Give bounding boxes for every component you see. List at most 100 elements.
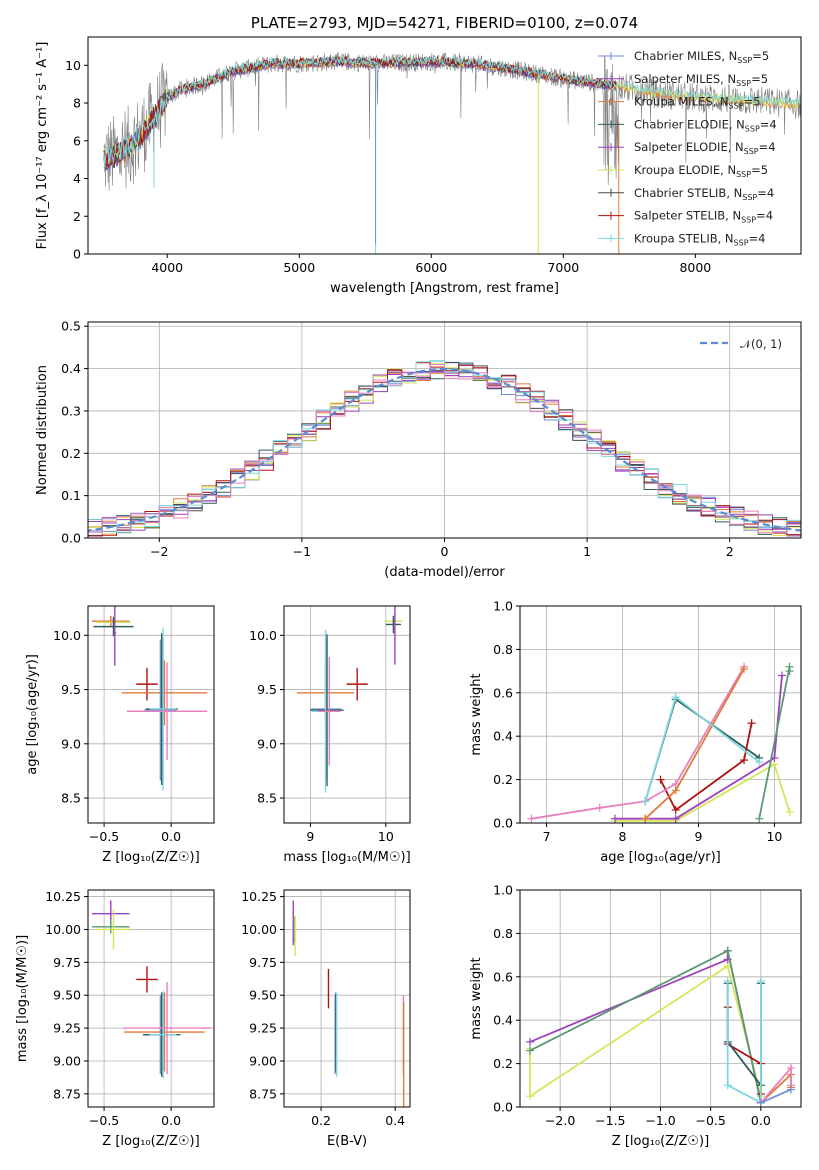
- y-tick-label: 0.8: [493, 926, 513, 941]
- y-tick-label: 4: [73, 171, 81, 186]
- mass-weight-line: [659, 723, 753, 812]
- mass_weight_vs_age-data: [527, 662, 794, 823]
- mass-weight-line: [644, 697, 760, 802]
- x-tick-label: 6000: [415, 260, 447, 275]
- x-tick-label: 9: [306, 829, 314, 844]
- y-axis-label: mass weight: [469, 957, 484, 1039]
- axes-age_vs_z: −0.5 0.0 8.5 9.0 9.5 10.0 Z [log₁₀(Z/Z☉)] age […: [25, 606, 214, 865]
- x-axis-label: E(B-V): [327, 1134, 367, 1149]
- legend-sub: SSP: [736, 170, 751, 179]
- y-tick-label: 0.0: [493, 1100, 513, 1115]
- y-tick-label: 0.2: [493, 1056, 513, 1071]
- x-tick-label: 0.4: [385, 1113, 405, 1128]
- legend-suffix: =4: [760, 117, 777, 131]
- y-tick-label: 10.0: [249, 628, 277, 643]
- legend-suffix: =5: [751, 72, 768, 86]
- y-tick-label: 0.0: [493, 816, 513, 831]
- legend-entry: Kroupa MILES, NSSP=5: [634, 95, 760, 111]
- y-tick-label: 9.25: [53, 1021, 81, 1036]
- legend-sub: SSP: [737, 56, 752, 65]
- errorbar: [136, 667, 158, 701]
- y-tick-label: 0.4: [493, 1013, 513, 1028]
- y-tick-label: 0.5: [61, 319, 81, 334]
- axes-mass_vs_ebv: 0.2 0.4 8.75 9.00 9.25 9.50 9.75 10.00 10.25 E(B-…: [241, 889, 410, 1149]
- normal-curve: [88, 367, 801, 532]
- errorbar: [94, 909, 133, 950]
- errorbar: [113, 606, 117, 666]
- errorbar: [394, 606, 396, 665]
- x-tick-label: 2: [726, 544, 734, 559]
- legend-sub: SSP: [741, 216, 756, 225]
- mass_vs_ebv-frame: [283, 889, 411, 1108]
- x-tick-label: −2.0: [545, 1113, 575, 1128]
- x-axis-label: (data-model)/error: [384, 565, 505, 580]
- errorbar: [126, 662, 208, 761]
- errorbar: [92, 920, 130, 934]
- legend-suffix: =4: [757, 186, 774, 200]
- y-tick-label: 0.4: [61, 361, 81, 376]
- legend-entry: Salpeter ELODIE, NSSP=4: [634, 140, 776, 156]
- y-tick-label: 6: [73, 133, 81, 148]
- y-tick-label: 8.75: [249, 1086, 277, 1101]
- y-tick-label: 0.8: [493, 642, 513, 657]
- y-tick-label: 10.25: [241, 889, 277, 904]
- axes-mass_vs_z: −0.5 0.0 8.75 9.00 9.25 9.50 9.75 10.00 10.25 Z […: [15, 889, 214, 1149]
- y-tick-label: 9.25: [249, 1021, 277, 1036]
- y-tick-label: 9.75: [53, 955, 81, 970]
- age_vs_mass-frame: [283, 605, 411, 824]
- y-tick-label: 9.75: [249, 955, 277, 970]
- x-tick-label: −1: [293, 544, 311, 559]
- age_vs_z-data: [92, 606, 208, 791]
- residual-frame: [87, 321, 802, 539]
- errorbar: [136, 966, 158, 993]
- y-tick-label: 0.6: [493, 969, 513, 984]
- y-tick-label: 9.5: [61, 682, 81, 697]
- y-axis-label: mass weight: [469, 673, 484, 755]
- age_vs_mass-data: [296, 606, 403, 793]
- x-tick-label: −1.0: [645, 1113, 675, 1128]
- errorbar: [93, 616, 134, 637]
- errorbar: [346, 667, 368, 701]
- x-tick-label: −1.5: [595, 1113, 625, 1128]
- errorbar: [124, 992, 205, 1072]
- residual-data: [88, 360, 801, 537]
- legend-label: Kroupa ELODIE, N: [634, 163, 736, 177]
- x-tick-label: −0.5: [695, 1113, 725, 1128]
- model-spectrum: [103, 55, 617, 168]
- y-tick-label: 0.0: [61, 531, 81, 546]
- legend-sub: SSP: [742, 193, 757, 202]
- spectrum-frame: [87, 36, 802, 255]
- y-tick-label: 0.6: [493, 685, 513, 700]
- x-tick-label: 9: [694, 829, 702, 844]
- mass_vs_z-data: [92, 900, 212, 1079]
- mass_vs_ebv-data: [292, 900, 405, 1107]
- spectrum-data: [103, 51, 801, 254]
- y-tick-label: 10.0: [53, 628, 81, 643]
- errorbar: [121, 660, 208, 726]
- errorbar: [144, 639, 177, 781]
- x-tick-label: 1: [583, 544, 591, 559]
- legend-label: Kroupa MILES, N: [634, 95, 729, 109]
- mass-weight-line: [644, 695, 760, 802]
- y-tick-label: 0.3: [61, 403, 81, 418]
- y-tick-label: 0.2: [493, 772, 513, 787]
- y-tick-label: 8.5: [61, 791, 81, 806]
- x-tick-label: 7: [543, 829, 551, 844]
- y-tick-label: 1.0: [493, 599, 513, 614]
- y-tick-label: 9.00: [249, 1053, 277, 1068]
- y-tick-label: 9.50: [249, 988, 277, 1003]
- x-tick-label: 10: [378, 829, 394, 844]
- legend-suffix: =5: [751, 163, 768, 177]
- residual-histogram: [88, 364, 801, 537]
- axes-mass_weight_vs_z: −2.0 −1.5 −1.0 −0.5 0.0 0.0 0.2 0.4 0.6 0.8 1.0 Z […: [469, 883, 801, 1149]
- legend-sub: SSP: [729, 102, 744, 111]
- legend-suffix: =5: [744, 95, 761, 109]
- errorbar: [149, 991, 177, 1079]
- y-tick-label: 9.00: [53, 1053, 81, 1068]
- legend-entry: Kroupa ELODIE, NSSP=5: [634, 163, 768, 179]
- y-axis-label: age [log₁₀(age/yr)]: [25, 654, 40, 775]
- y-tick-label: 8: [73, 96, 81, 111]
- x-tick-label: 0.0: [161, 829, 181, 844]
- x-axis-label: Z [log₁₀(Z/Z☉)]: [102, 1134, 199, 1149]
